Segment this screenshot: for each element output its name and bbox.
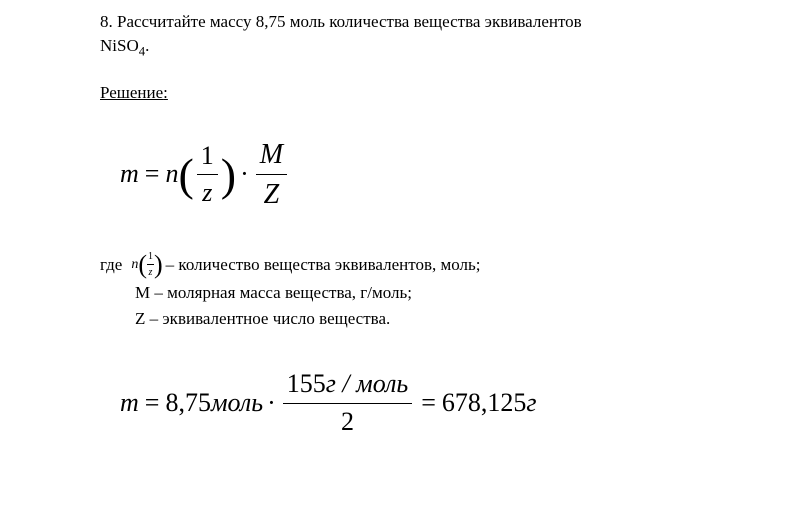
- var-n: n: [165, 156, 178, 192]
- solution-label: Решение:: [100, 81, 720, 105]
- result-val: 678,125: [442, 385, 527, 421]
- equals-2: =: [421, 385, 436, 421]
- where-label: где: [100, 252, 122, 278]
- result-fraction: 155г / моль 2: [283, 366, 412, 440]
- where-section: где n ( 1 z ) – количество вещества экви…: [100, 249, 720, 331]
- result-unit: г: [526, 385, 536, 421]
- where-line-1: где n ( 1 z ) – количество вещества экви…: [100, 249, 720, 280]
- dot: ·: [240, 156, 249, 192]
- where-line-2: M – молярная масса вещества, г/моль;: [100, 280, 720, 306]
- inner-num: 1: [197, 138, 218, 175]
- small-n-formula: n ( 1 z ): [131, 249, 162, 280]
- result-formula: m = 8,75 моль · 155г / моль 2 = 678,125 …: [120, 366, 720, 440]
- problem-number: 8.: [100, 12, 113, 31]
- equals: =: [145, 156, 160, 192]
- problem-statement: 8. Рассчитайте массу 8,75 моль количеств…: [100, 10, 720, 61]
- mz-fraction: M Z: [256, 135, 287, 214]
- dot2: ·: [267, 385, 276, 421]
- where-line1-text: – количество вещества эквивалентов, моль…: [166, 252, 481, 278]
- inner-den: z: [198, 175, 216, 211]
- problem-text: Рассчитайте массу 8,75 моль количества в…: [117, 12, 582, 31]
- period: .: [145, 36, 149, 55]
- compound-name: NiSO: [100, 36, 139, 55]
- main-formula: m = n ( 1 z ) · M Z: [120, 135, 720, 214]
- var-m: m: [120, 156, 139, 192]
- var-M: M: [256, 135, 287, 175]
- inner-fraction: 1 z: [197, 138, 218, 212]
- unit1: моль: [211, 385, 263, 421]
- val1: 8,75: [165, 385, 211, 421]
- var-Z: Z: [260, 175, 284, 214]
- result-den: 2: [337, 404, 358, 440]
- equals-1: =: [145, 385, 160, 421]
- var-m2: m: [120, 385, 139, 421]
- result-num: 155г / моль: [283, 366, 412, 403]
- where-line-3: Z – эквивалентное число вещества.: [100, 306, 720, 332]
